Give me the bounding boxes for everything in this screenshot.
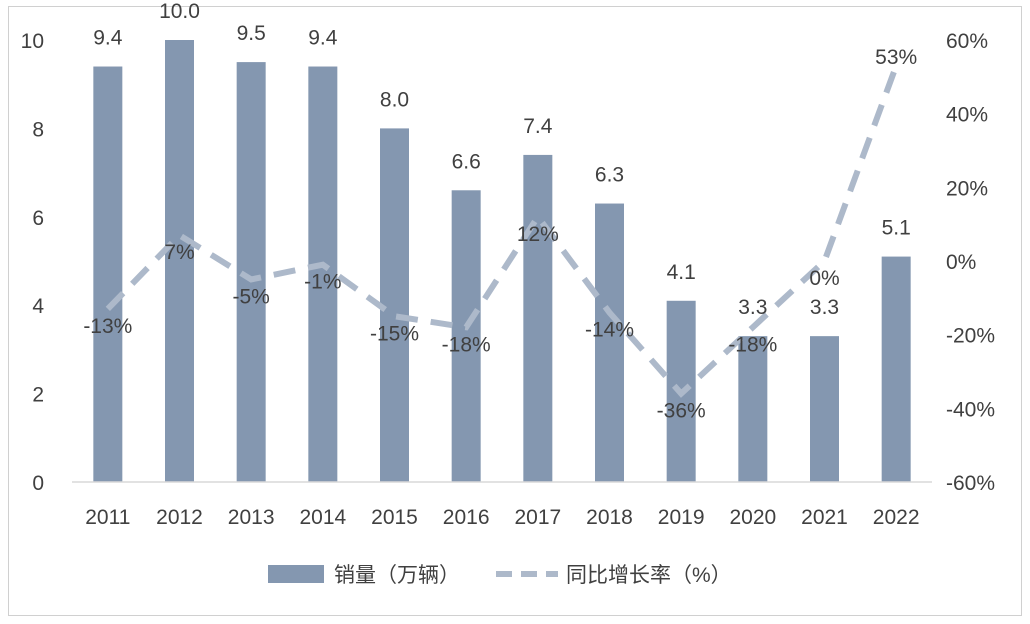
y-right-tick-label: 20% xyxy=(946,177,988,200)
bar-2022 xyxy=(881,256,911,482)
x-tick-label: 2017 xyxy=(514,506,561,529)
bar-data-label: 6.6 xyxy=(452,150,481,173)
bar-data-label: 4.1 xyxy=(667,261,696,284)
bar-data-label: 3.3 xyxy=(810,296,839,319)
legend-bar-swatch xyxy=(268,565,324,583)
x-tick-label: 2016 xyxy=(443,506,490,529)
x-tick-label: 2014 xyxy=(299,506,346,529)
line-data-label: -18% xyxy=(442,333,491,356)
bar-data-label: 8.0 xyxy=(380,88,409,111)
y-right-tick-label: 60% xyxy=(946,30,988,53)
y-right-tick-label: 0% xyxy=(946,251,976,274)
y-right-tick-label: -20% xyxy=(946,325,995,348)
bar-2014 xyxy=(308,66,338,483)
x-tick-label: 2022 xyxy=(873,506,920,529)
y-left-tick-label: 10 xyxy=(21,30,44,53)
bar-2017 xyxy=(523,154,553,483)
y-right-tick-label: 40% xyxy=(946,104,988,127)
line-data-label: -13% xyxy=(83,315,132,338)
x-tick-label: 2011 xyxy=(85,506,130,529)
y-left-tick-label: 8 xyxy=(32,118,44,141)
growth-rate-line xyxy=(105,64,899,398)
y-left-tick-label: 2 xyxy=(32,384,44,407)
line-data-label: -1% xyxy=(304,271,341,294)
line-data-label: -15% xyxy=(370,322,419,345)
line-data-label: -18% xyxy=(728,333,777,356)
line-data-label: 53% xyxy=(875,46,917,69)
x-tick-label: 2018 xyxy=(586,506,633,529)
line-data-label: 12% xyxy=(517,223,559,246)
y-right-tick-label: -60% xyxy=(946,472,995,495)
bar-2016 xyxy=(451,190,481,482)
bar-2013 xyxy=(236,62,266,482)
x-tick-label: 2013 xyxy=(228,506,275,529)
line-data-label: -5% xyxy=(232,285,269,308)
x-tick-label: 2012 xyxy=(156,506,203,529)
bar-2018 xyxy=(595,203,624,483)
y-left-tick-label: 6 xyxy=(32,207,44,230)
bar-data-label: 3.3 xyxy=(738,296,767,319)
bar-data-label: 6.3 xyxy=(595,164,624,187)
y-left-tick-label: 0 xyxy=(32,472,44,495)
line-data-label: 0% xyxy=(809,267,839,290)
line-data-label: -14% xyxy=(585,319,634,342)
bar-data-label: 7.4 xyxy=(523,115,553,138)
bar-2012 xyxy=(165,40,194,482)
y-left-tick-label: 4 xyxy=(32,295,44,318)
legend-line-label: 同比增长率（%） xyxy=(566,564,732,587)
bar-2015 xyxy=(380,128,409,482)
bar-2011 xyxy=(93,66,123,483)
bar-data-label: 9.4 xyxy=(308,27,338,50)
x-tick-label: 2019 xyxy=(658,506,705,529)
line-data-label: -36% xyxy=(657,400,706,423)
x-tick-label: 2021 xyxy=(801,506,848,529)
bar-data-label: 9.4 xyxy=(93,27,123,50)
bar-2021 xyxy=(810,336,839,482)
bar-data-label: 9.5 xyxy=(237,22,266,45)
line-data-label: 7% xyxy=(164,241,194,264)
x-tick-label: 2015 xyxy=(371,506,418,529)
bar-2020 xyxy=(738,336,768,482)
bar-data-label: 10.0 xyxy=(159,0,200,23)
legend-bar-label: 销量（万辆） xyxy=(334,564,460,587)
x-tick-label: 2020 xyxy=(729,506,776,529)
y-right-tick-label: -40% xyxy=(946,398,995,421)
bar-data-label: 5.1 xyxy=(882,217,911,240)
